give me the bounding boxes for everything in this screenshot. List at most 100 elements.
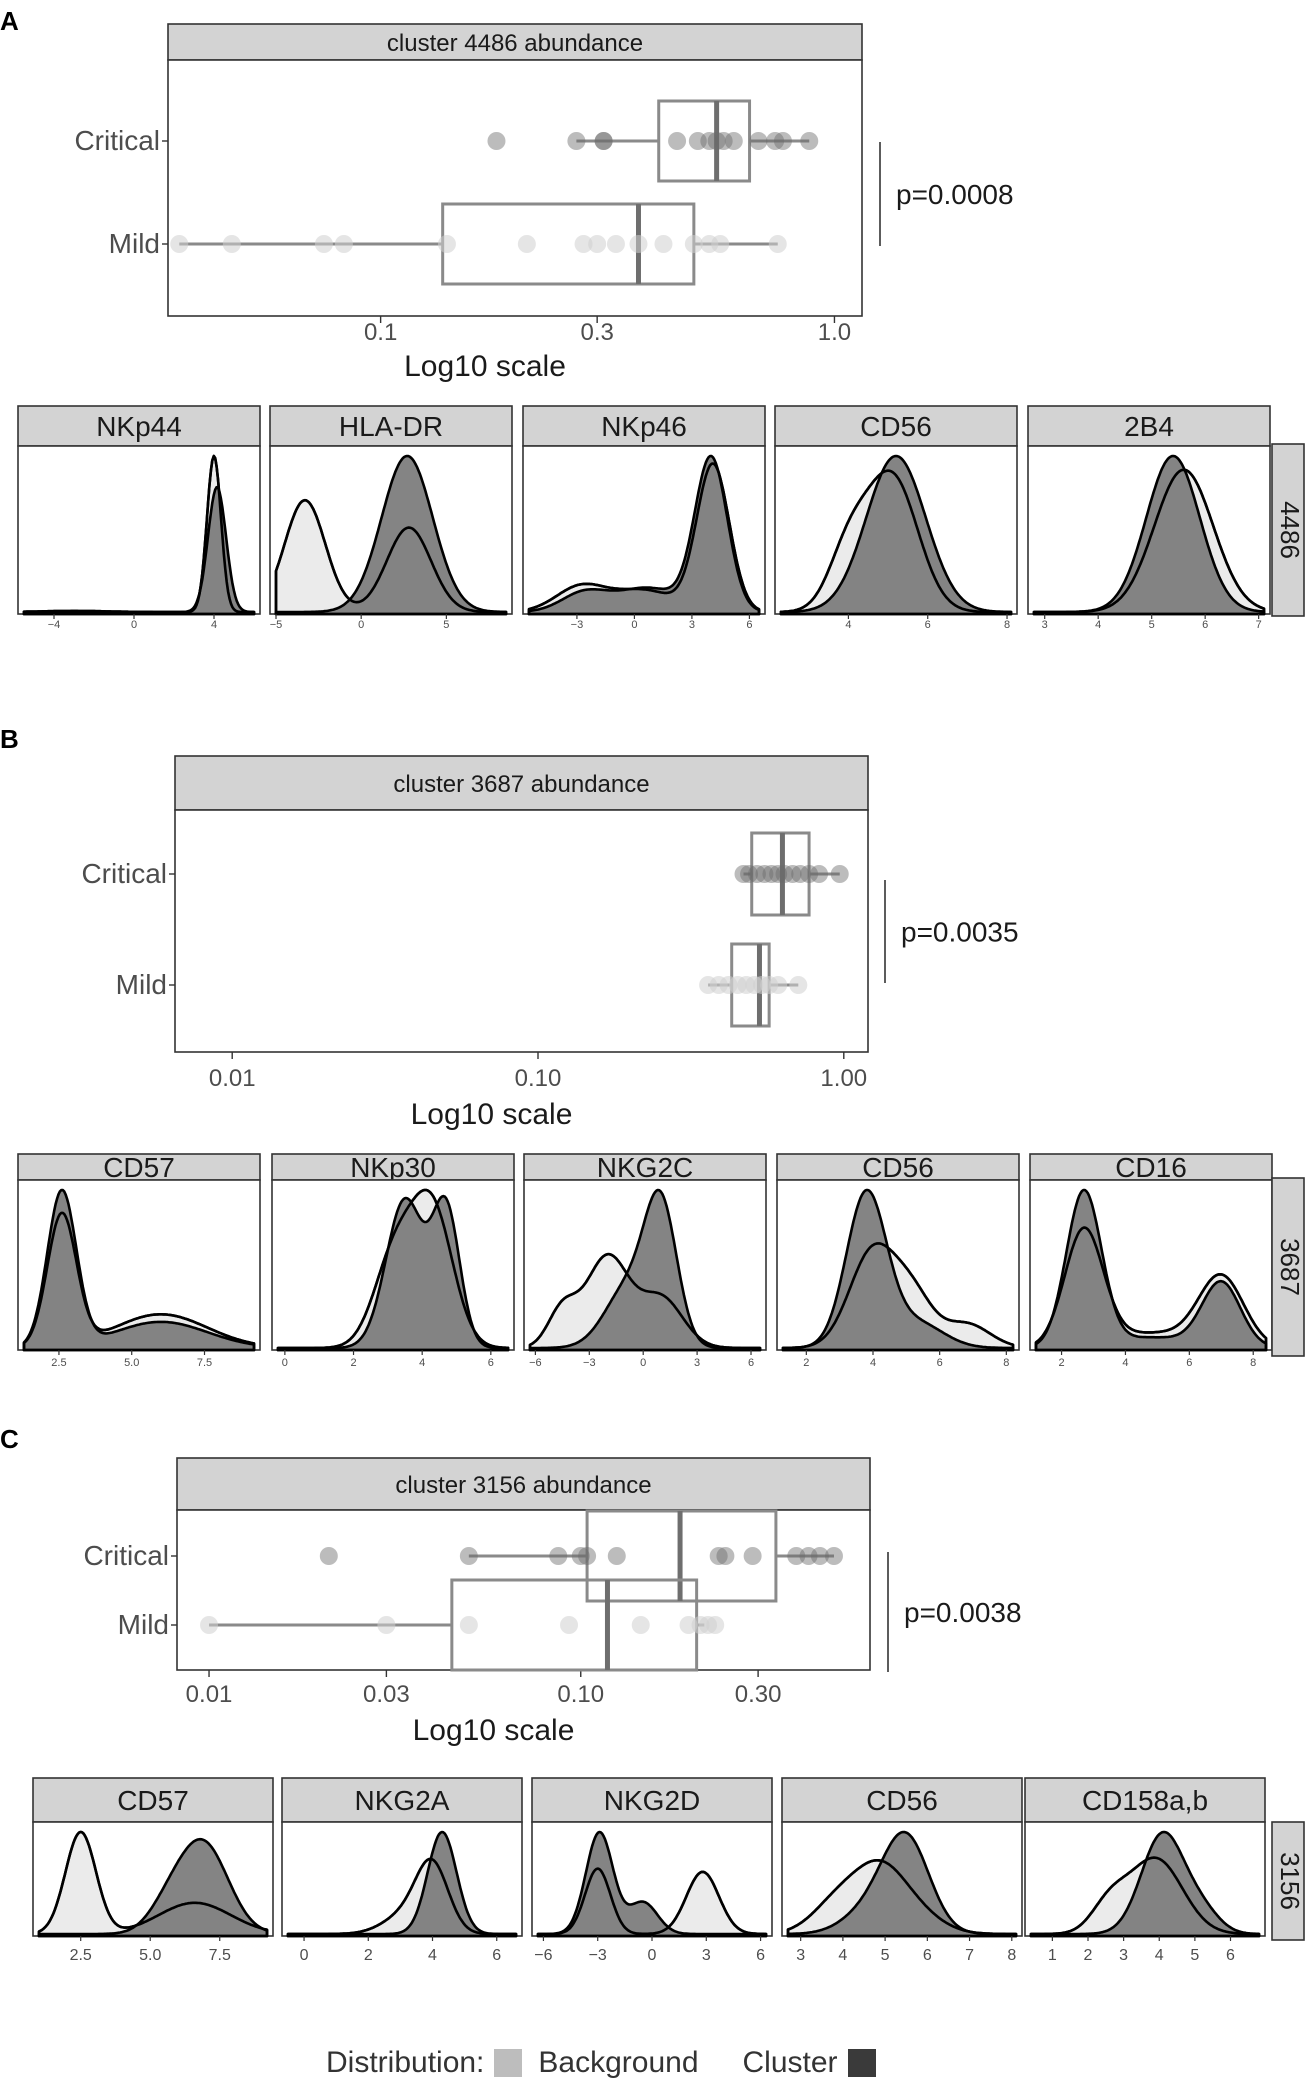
panel-c-mild-point [631, 1616, 650, 1634]
panel-a-density-hla-dr-x-tick-label: 5 [443, 619, 449, 631]
panel-a-mild-point [606, 235, 625, 253]
panel-a-critical-box [657, 99, 752, 183]
panel-c-critical-point [319, 1547, 338, 1565]
panel-c-density-nkg2d-x-tick-label: −6 [534, 1947, 552, 1964]
panel-b-critical-point [755, 865, 774, 883]
panel-a-title-strip [167, 23, 863, 61]
panel-b-density-cd16-cluster-curve [1034, 1188, 1268, 1352]
panel-a-critical-point [749, 132, 768, 150]
panel-b-x-axis-label: Log10 scale [411, 1098, 573, 1131]
panel-a-density-hla-dr-title: HLA-DR [339, 411, 443, 442]
panel-a-density-2b4-x-tick-label: 7 [1256, 619, 1262, 631]
panel-a-density-cd56-x-tick-label: 8 [1004, 619, 1010, 631]
panel-b-density-cd16-x-tick-label: 2 [1058, 1357, 1064, 1369]
panel-c-density-cd158a-b-title: CD158a,b [1082, 1785, 1208, 1816]
panel-c-density-nkg2a-title: NKG2A [355, 1785, 450, 1816]
panel-a-density-nkp46-x-tick-label: 3 [689, 619, 695, 631]
panel-a-density-hla-dr-x-tick-label: −5 [270, 619, 283, 631]
panel-c-density-cd56-x-tick-label: 6 [923, 1947, 932, 1964]
panel-c-critical-point [716, 1547, 735, 1565]
panel-b-density-nkg2c-x-tick-label: 3 [694, 1357, 700, 1369]
panel-b-density-nkp30-x-tick-label: 6 [488, 1357, 494, 1369]
panel-a-mild-point [588, 235, 607, 253]
panel-c-cluster-label: 3156 [1275, 1852, 1305, 1910]
panel-a-density-cd56-strip [774, 405, 1018, 447]
panel-b-density-cd56-background-outline [781, 1242, 1015, 1352]
panel-a-density-2b4-title: 2B4 [1124, 411, 1174, 442]
panel-b-density-cd56-strip [776, 1153, 1020, 1181]
panel-a-density-hla-dr-cluster-curve [274, 454, 508, 616]
panel-a-mild-point [222, 235, 241, 253]
panel-c-critical-point [787, 1547, 806, 1565]
panel-b-critical-point [800, 865, 819, 883]
panel-c-density-cd57-title: CD57 [117, 1785, 189, 1816]
panel-a-mild-point [574, 235, 593, 253]
panel-a-density-nkp46-x-tick-label: 0 [631, 619, 637, 631]
panel-c-critical-point [459, 1547, 478, 1565]
panel-a-density-nkp46-x-tick-label: 6 [746, 619, 752, 631]
panel-b-density-nkp30-title: NKp30 [350, 1152, 436, 1183]
legend-swatch-cluster [847, 2049, 876, 2077]
panel-a-density-cd56-title: CD56 [860, 411, 932, 442]
panel-b-density-nkg2c-x-tick-label: −6 [529, 1357, 542, 1369]
panel-b-critical-point [740, 865, 759, 883]
panel-b-density-cd57-strip [17, 1153, 261, 1181]
panel-a-critical-point [688, 132, 707, 150]
panel-c-title: cluster 3156 abundance [395, 1472, 651, 1499]
panel-b-density-nkg2c-background-outline [528, 1252, 762, 1352]
panel-c-density-nkg2d-x-tick-label: −3 [589, 1947, 607, 1964]
panel-a-density-2b4-strip [1027, 405, 1271, 447]
panel-a-critical-point [567, 132, 586, 150]
legend: Distribution: Background Cluster [326, 2046, 888, 2080]
panel-c-density-nkg2a-x-tick-label: 2 [364, 1947, 373, 1964]
panel-a-cluster-strip [1271, 443, 1305, 617]
panel-c-mild-point [200, 1616, 219, 1634]
panel-a-critical-point [594, 132, 613, 150]
panel-b-density-cd57-x-tick-label: 2.5 [51, 1357, 66, 1369]
panel-a-critical-point [487, 132, 506, 150]
panel-a-mild-point [684, 235, 703, 253]
panel-b-critical-point [783, 865, 802, 883]
panel-a-mild-point [711, 235, 730, 253]
panel-a-critical-label: Critical [74, 125, 160, 156]
panel-b-critical-point [830, 865, 849, 883]
panel-a-critical-point [766, 132, 785, 150]
panel-c-critical-point [607, 1547, 626, 1565]
panel-b-cluster-strip [1271, 1177, 1305, 1357]
panel-b-density-cd56-title: CD56 [862, 1152, 934, 1183]
panel-b-density-cd56-x-tick-label: 4 [870, 1357, 876, 1369]
panel-a-density-nkp44-title: NKp44 [96, 411, 182, 442]
legend-title: Distribution: [326, 2046, 485, 2079]
panel-c-plot-area [176, 1509, 871, 1671]
panel-b-critical-point [810, 865, 829, 883]
panel-c-x-tick-label: 0.03 [363, 1681, 410, 1708]
panel-a-x-tick-label: 1.0 [818, 319, 851, 346]
panel-b-cluster-label: 3687 [1275, 1238, 1305, 1296]
panel-c-density-nkg2d-title: NKG2D [604, 1785, 700, 1816]
panel-b-plot-area [174, 809, 869, 1053]
panel-b-density-nkp30-x-tick-label: 0 [282, 1357, 288, 1369]
panel-c-density-cd56-x-tick-label: 7 [965, 1947, 974, 1964]
panel-a-density-2b4-x-tick-label: 4 [1095, 619, 1101, 631]
panel-c-density-nkg2a-x-tick-label: 0 [300, 1947, 309, 1964]
panel-c-density-cd158a-b-strip [1024, 1777, 1266, 1823]
panel-c-critical-point [549, 1547, 568, 1565]
panel-c-density-nkg2d-x-tick-label: 6 [756, 1947, 765, 1964]
panel-c-density-cd158a-b-background-outline [1029, 1856, 1261, 1938]
panel-b-mild-point [769, 976, 788, 994]
panel-c-density-cd57-cluster-curve [37, 1837, 269, 1938]
panel-c-density-cd56-x-tick-label: 8 [1007, 1947, 1016, 1964]
panel-a-x-tick-label: 0.3 [580, 319, 613, 346]
panel-b-density-nkp30-background-outline [276, 1188, 510, 1352]
panel-b-density-cd16-title: CD16 [1115, 1152, 1187, 1183]
panel-b-critical-point [769, 865, 788, 883]
panel-a-critical-point [594, 132, 613, 150]
panel-b-density-nkp30-x-tick-label: 4 [419, 1357, 425, 1369]
panel-a-density-nkp46-x-tick-label: −3 [571, 619, 584, 631]
panel-c-density-cd57-background-outline [37, 1830, 269, 1938]
panel-b-density-cd16-x-tick-label: 8 [1250, 1357, 1256, 1369]
panel-b-x-tick-label: 1.00 [820, 1065, 867, 1092]
panel-b-density-cd16-background-outline [1034, 1226, 1268, 1352]
panel-c-density-nkg2a-x-tick-label: 6 [492, 1947, 501, 1964]
panel-c-critical-point [799, 1547, 818, 1565]
